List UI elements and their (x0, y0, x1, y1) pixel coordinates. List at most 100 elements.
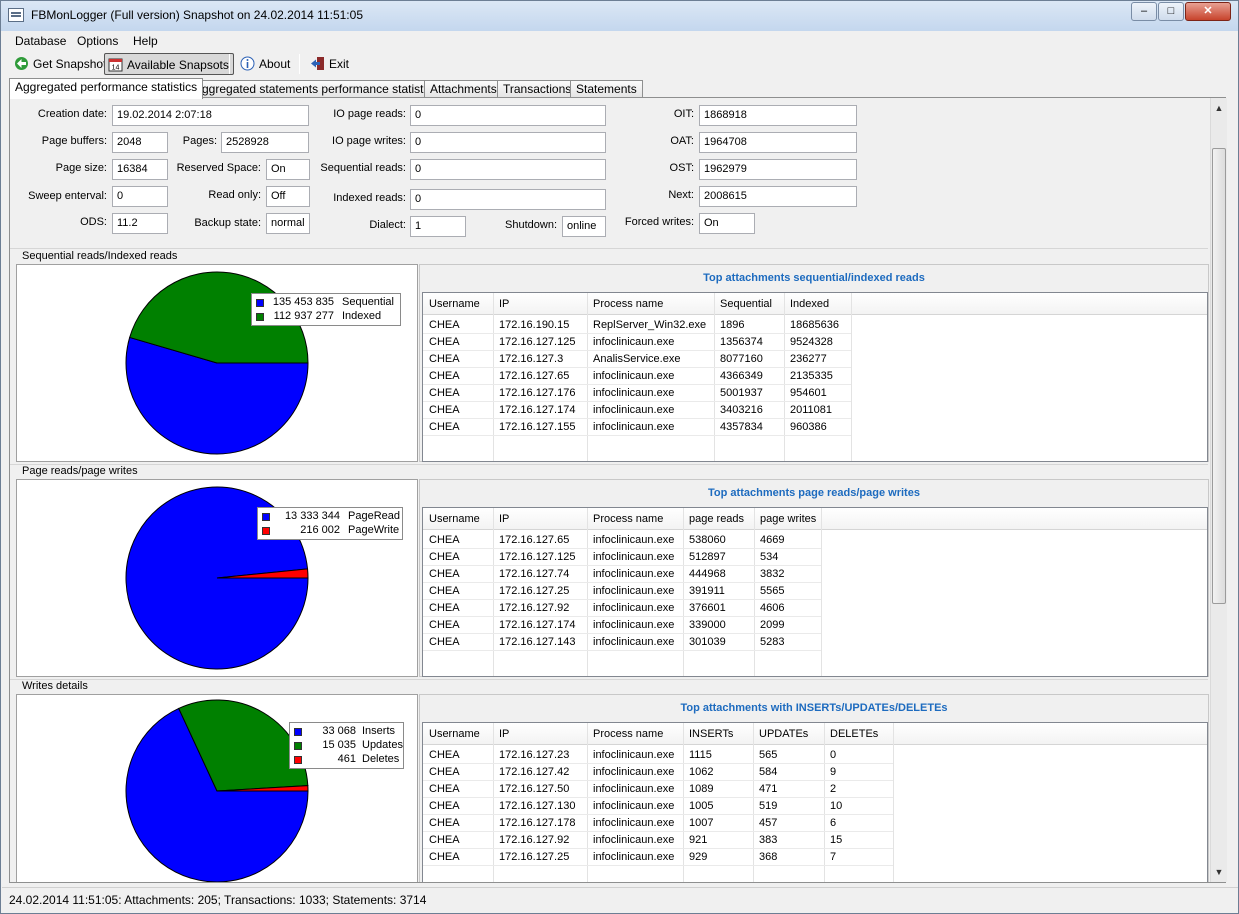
backup-state-label: Backup state: (194, 217, 261, 229)
column-header[interactable]: INSERTs (689, 728, 734, 740)
table-row[interactable]: CHEA 172.16.127.42 infoclinicaun.exe 1062 58… (423, 764, 1207, 781)
table-row[interactable]: CHEA 172.16.127.23 infoclinicaun.exe 1115 56… (423, 747, 1207, 764)
table-row[interactable]: CHEA 172.16.127.25 infoclinicaun.exe 929 368… (423, 849, 1207, 866)
column-header[interactable]: page writes (760, 513, 817, 525)
column-header[interactable]: Process name (593, 513, 664, 525)
get-snapshot-button[interactable]: Get Snapshot (11, 53, 106, 75)
read-only-field[interactable]: Off (266, 186, 310, 207)
sequential-reads-field[interactable]: 0 (410, 159, 606, 180)
column-header[interactable]: Indexed (790, 298, 830, 310)
page-size-field[interactable]: 16384 (112, 159, 168, 180)
table-cell: 391911 (689, 585, 725, 597)
table-row[interactable]: CHEA 172.16.127.74 infoclinicaun.exe 444968… (423, 566, 1207, 583)
table-row[interactable]: CHEA 172.16.127.65 infoclinicaun.exe 538060… (423, 532, 1207, 549)
reserved-space-label: Reserved Space: (176, 162, 261, 174)
tab-aggregated-statements[interactable]: Aggregated statements performance statis… (188, 80, 445, 98)
column-header[interactable]: Username (429, 513, 480, 525)
column-header[interactable]: Username (429, 298, 480, 310)
page-buffers-field[interactable]: 2048 (112, 132, 168, 153)
about-button[interactable]: About (237, 53, 290, 75)
table-row[interactable]: CHEA 172.16.127.176 infoclinicaun.exe 50019… (423, 385, 1207, 402)
table-row[interactable]: CHEA 172.16.127.50 infoclinicaun.exe 1089 47… (423, 781, 1207, 798)
grid-writes[interactable]: Username IP Process name INSERTs UPDATEs DELE… (422, 722, 1208, 882)
title-bar[interactable]: FBMonLogger (Full version) Snapshot on 2… (1, 1, 1238, 31)
tab-statements[interactable]: Statements (570, 80, 643, 98)
table-row[interactable]: CHEA 172.16.127.174 infoclinicaun.exe 34032… (423, 402, 1207, 419)
scroll-down-icon[interactable]: ▼ (1214, 867, 1224, 877)
ost-field[interactable]: 1962979 (699, 159, 857, 180)
table-cell: CHEA (429, 766, 460, 778)
dialect-field[interactable]: 1 (410, 216, 466, 237)
column-header[interactable]: IP (499, 513, 510, 525)
indexed-reads-field[interactable]: 0 (410, 189, 606, 210)
io-page-writes-field[interactable]: 0 (410, 132, 606, 153)
io-page-reads-label: IO page reads: (333, 108, 406, 120)
column-header[interactable]: IP (499, 728, 510, 740)
reserved-space-field[interactable]: On (266, 159, 310, 180)
creation-date-label: Creation date: (37, 108, 107, 120)
table-row[interactable]: CHEA 172.16.127.3 AnalisService.exe 8077160… (423, 351, 1207, 368)
next-field[interactable]: 2008615 (699, 186, 857, 207)
exit-button[interactable]: Exit (307, 53, 349, 75)
menu-database[interactable]: Database (15, 34, 67, 48)
sweep-interval-label: Sweep enterval: (28, 190, 107, 202)
page-buffers-label: Page buffers: (41, 135, 107, 147)
vertical-scrollbar[interactable]: ▲ ▼ (1210, 98, 1227, 882)
io-page-reads-field[interactable]: 0 (410, 105, 606, 126)
section-title-pages: Page reads/page writes (22, 465, 138, 477)
tab-aggregated-performance[interactable]: Aggregated performance statistics (9, 78, 204, 99)
legend-name: PageWrite (348, 524, 400, 536)
close-button[interactable]: ✕ (1185, 2, 1231, 21)
backup-state-field[interactable]: normal (266, 213, 310, 234)
forced-writes-field[interactable]: On (699, 213, 755, 234)
menu-options[interactable]: Options (77, 34, 119, 48)
column-header[interactable]: IP (499, 298, 510, 310)
pie-chart-reads: 135 453 835 Sequential 112 937 277 Indexed (16, 264, 418, 462)
available-snapshots-button[interactable]: 14 Available Snapsots (104, 53, 234, 75)
table-row[interactable]: CHEA 172.16.127.125 infoclinicaun.exe 51289… (423, 549, 1207, 566)
grid-title-writes: Top attachments with INSERTs/UPDATEs/DEL… (680, 702, 948, 714)
oat-field[interactable]: 1964708 (699, 132, 857, 153)
column-header[interactable]: Process name (593, 728, 664, 740)
table-row[interactable]: CHEA 172.16.127.143 infoclinicaun.exe 30103… (423, 634, 1207, 651)
table-cell: 172.16.127.23 (499, 749, 570, 761)
grid-reads[interactable]: Username IP Process name Sequential Indexed C… (422, 292, 1208, 462)
pages-field[interactable]: 2528928 (221, 132, 309, 153)
table-row[interactable]: CHEA 172.16.127.92 infoclinicaun.exe 921 383… (423, 832, 1207, 849)
scrollbar-thumb[interactable] (1212, 148, 1226, 604)
tab-attachments[interactable]: Attachments (424, 80, 503, 98)
column-header[interactable]: Sequential (720, 298, 772, 310)
table-cell: 512897 (689, 551, 726, 563)
column-header[interactable]: Username (429, 728, 480, 740)
table-row[interactable]: CHEA 172.16.127.130 infoclinicaun.exe 1005 5… (423, 798, 1207, 815)
column-header[interactable]: Process name (593, 298, 664, 310)
sweep-interval-field[interactable]: 0 (112, 186, 168, 207)
table-row[interactable]: CHEA 172.16.127.178 infoclinicaun.exe 1007 4… (423, 815, 1207, 832)
row-divider (423, 565, 821, 566)
table-row[interactable]: CHEA 172.16.127.25 infoclinicaun.exe 391911… (423, 583, 1207, 600)
oit-field[interactable]: 1868918 (699, 105, 857, 126)
table-row[interactable]: CHEA 172.16.190.15 ReplServer_Win32.exe 189… (423, 317, 1207, 334)
column-header[interactable]: UPDATEs (759, 728, 809, 740)
table-cell: 1089 (689, 783, 714, 795)
table-row[interactable]: CHEA 172.16.127.92 infoclinicaun.exe 376601… (423, 600, 1207, 617)
table-row[interactable]: CHEA 172.16.127.155 infoclinicaun.exe 43578… (423, 419, 1207, 436)
minimize-button[interactable]: – (1131, 2, 1157, 21)
ods-field[interactable]: 11.2 (112, 213, 168, 234)
maximize-button[interactable]: □ (1158, 2, 1184, 21)
row-divider (423, 763, 893, 764)
column-header[interactable]: DELETEs (830, 728, 879, 740)
table-row[interactable]: CHEA 172.16.127.65 infoclinicaun.exe 436634… (423, 368, 1207, 385)
shutdown-field[interactable]: online (562, 216, 606, 237)
table-row[interactable]: CHEA 172.16.127.174 infoclinicaun.exe 33900… (423, 617, 1207, 634)
table-cell: 4669 (760, 534, 785, 546)
column-header[interactable]: page reads (689, 513, 745, 525)
scroll-up-icon[interactable]: ▲ (1214, 103, 1224, 113)
grid-pages[interactable]: Username IP Process name page reads page wri… (422, 507, 1208, 677)
menu-help[interactable]: Help (133, 34, 158, 48)
table-row[interactable]: CHEA 172.16.127.125 infoclinicaun.exe 13563… (423, 334, 1207, 351)
tab-transactions[interactable]: Transactions (497, 80, 578, 98)
table-cell: 376601 (689, 602, 726, 614)
creation-date-field[interactable]: 19.02.2014 2:07:18 (112, 105, 309, 126)
table-cell: 172.16.127.178 (499, 817, 576, 829)
